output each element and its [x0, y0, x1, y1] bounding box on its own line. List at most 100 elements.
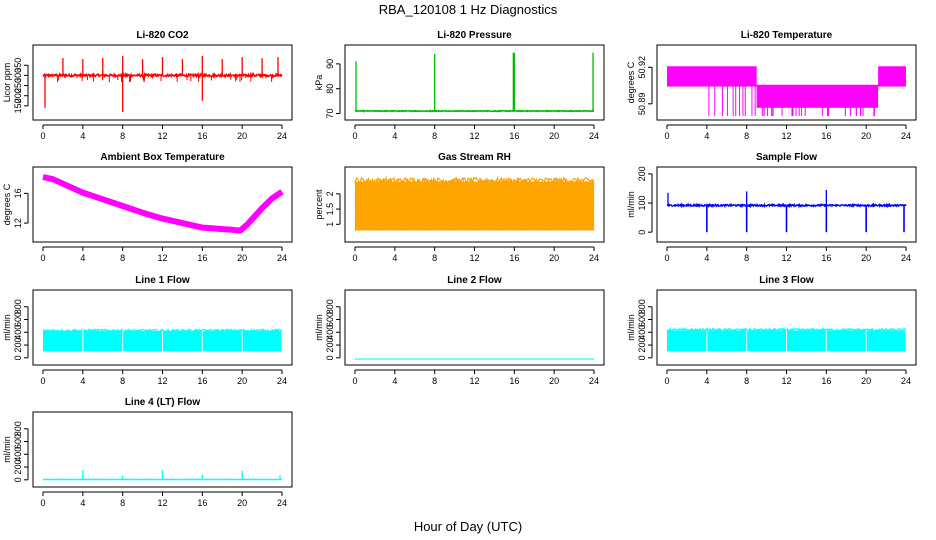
- y-tick-label: 0: [637, 230, 647, 235]
- y-tick-label: 600: [13, 434, 23, 449]
- y-axis-label: percent: [314, 189, 324, 220]
- y-tick-label: 100: [637, 196, 647, 211]
- panel-title: Line 4 (LT) Flow: [125, 397, 201, 408]
- y-tick-label: 600: [325, 312, 335, 327]
- figure-xlabel: Hour of Day (UTC): [414, 519, 522, 534]
- plot-frame: [344, 44, 605, 121]
- y-tick-label: 80: [325, 84, 335, 94]
- panel-8: Line 3 Flow ml/min 0 4 8 12 16 20 24 0 20040060080…: [626, 275, 917, 386]
- x-tick-label: 4: [704, 131, 709, 141]
- series-line: [42, 174, 284, 234]
- band-high-end: [878, 66, 906, 87]
- y-tick-label: 800: [325, 299, 335, 314]
- plot-frame: [32, 289, 293, 366]
- x-tick-label: 24: [901, 131, 911, 141]
- y-tick-label: 250: [13, 78, 23, 93]
- y-axis-label: ml/min: [626, 191, 636, 218]
- x-tick-label: 12: [469, 376, 479, 386]
- x-tick-label: 0: [40, 376, 45, 386]
- x-tick-label: 8: [744, 131, 749, 141]
- plot-frame: [32, 166, 293, 243]
- plot-frame: [344, 289, 605, 366]
- x-tick-label: 20: [861, 131, 871, 141]
- x-tick-label: 16: [821, 376, 831, 386]
- y-tick-label: 0: [13, 355, 23, 360]
- x-tick-label: 0: [40, 131, 45, 141]
- series-line-dots: [354, 109, 595, 113]
- panel-5: Sample Flow ml/min 0 4 8 12 16 20 24 0 100 200: [626, 152, 917, 263]
- x-tick-label: 4: [392, 253, 397, 263]
- panel-title: Line 2 Flow: [447, 275, 502, 286]
- x-tick-label: 20: [549, 376, 559, 386]
- x-tick-label: 16: [197, 498, 207, 508]
- y-tick-label: 400: [13, 447, 23, 462]
- x-tick-label: 24: [277, 376, 287, 386]
- x-tick-label: 0: [352, 253, 357, 263]
- y-axis-label: ml/min: [626, 314, 636, 341]
- y-tick-label: 600: [637, 312, 647, 327]
- panel-2: Li-820 Temperature degrees C 0 4 8 12 16 20 24 50…: [626, 30, 917, 141]
- x-tick-label: 4: [704, 253, 709, 263]
- y-axis-label: Licor ppm: [2, 63, 12, 103]
- x-tick-label: 20: [237, 253, 247, 263]
- panel-title: Gas Stream RH: [438, 152, 511, 163]
- y-tick-label: 0: [13, 477, 23, 482]
- x-tick-label: 16: [509, 376, 519, 386]
- y-axis-label: degrees C: [2, 183, 12, 225]
- x-tick-label: 12: [469, 131, 479, 141]
- plot-frame: [656, 289, 917, 366]
- y-tick-label: 400: [325, 325, 335, 340]
- band-upper-edge: [354, 175, 595, 186]
- x-tick-label: 0: [664, 253, 669, 263]
- y-tick-label: 200: [637, 166, 647, 181]
- x-tick-label: 0: [40, 253, 45, 263]
- x-tick-label: 12: [157, 498, 167, 508]
- y-tick-label: 16: [13, 188, 23, 198]
- y-tick-label: 200: [325, 338, 335, 353]
- y-tick-label: 70: [325, 109, 335, 119]
- band-high: [667, 66, 757, 87]
- x-tick-label: 16: [821, 253, 831, 263]
- x-tick-label: 20: [237, 376, 247, 386]
- y-tick-label: 600: [13, 312, 23, 327]
- x-tick-label: 24: [901, 376, 911, 386]
- x-tick-label: 24: [277, 131, 287, 141]
- x-tick-label: 12: [781, 253, 791, 263]
- x-tick-label: 24: [901, 253, 911, 263]
- x-tick-label: 20: [237, 131, 247, 141]
- panel-9: Line 4 (LT) Flow ml/min 0 4 8 12 16 20 24 0 200400…: [2, 397, 293, 508]
- x-tick-label: 24: [277, 498, 287, 508]
- panel-title: Line 1 Flow: [135, 275, 190, 286]
- x-tick-label: 16: [509, 131, 519, 141]
- y-tick-label: 1: [325, 222, 335, 227]
- panel-title: Li-820 CO2: [136, 30, 189, 41]
- x-tick-label: 12: [157, 376, 167, 386]
- x-tick-label: 20: [549, 131, 559, 141]
- y-tick-label: 800: [637, 299, 647, 314]
- y-tick-label: 200: [13, 88, 23, 103]
- y-tick-label: 90: [325, 59, 335, 69]
- y-tick-label: 350: [13, 58, 23, 73]
- y-tick-label: 400: [637, 325, 647, 340]
- x-tick-label: 8: [120, 498, 125, 508]
- panel-6: Line 1 Flow ml/min 0 4 8 12 16 20 24 0 20040060080…: [2, 275, 293, 386]
- figure-title: RBA_120108 1 Hz Diagnostics: [379, 2, 558, 17]
- plot-frame: [656, 166, 917, 243]
- y-tick-label: 200: [13, 338, 23, 353]
- band-low: [756, 85, 879, 108]
- plot-frame: [656, 44, 917, 121]
- x-tick-label: 20: [549, 253, 559, 263]
- x-tick-label: 24: [589, 376, 599, 386]
- panel-title: Ambient Box Temperature: [100, 152, 225, 163]
- y-axis-label: ml/min: [2, 314, 12, 341]
- band-upper-edge: [42, 327, 283, 334]
- y-tick-label: 1.5: [325, 203, 335, 216]
- x-tick-label: 4: [80, 498, 85, 508]
- x-tick-label: 4: [80, 253, 85, 263]
- y-tick-label: 0: [637, 355, 647, 360]
- y-axis-label: ml/min: [2, 436, 12, 463]
- x-tick-label: 16: [197, 253, 207, 263]
- y-tick-label: 200: [13, 460, 23, 475]
- x-tick-label: 12: [781, 376, 791, 386]
